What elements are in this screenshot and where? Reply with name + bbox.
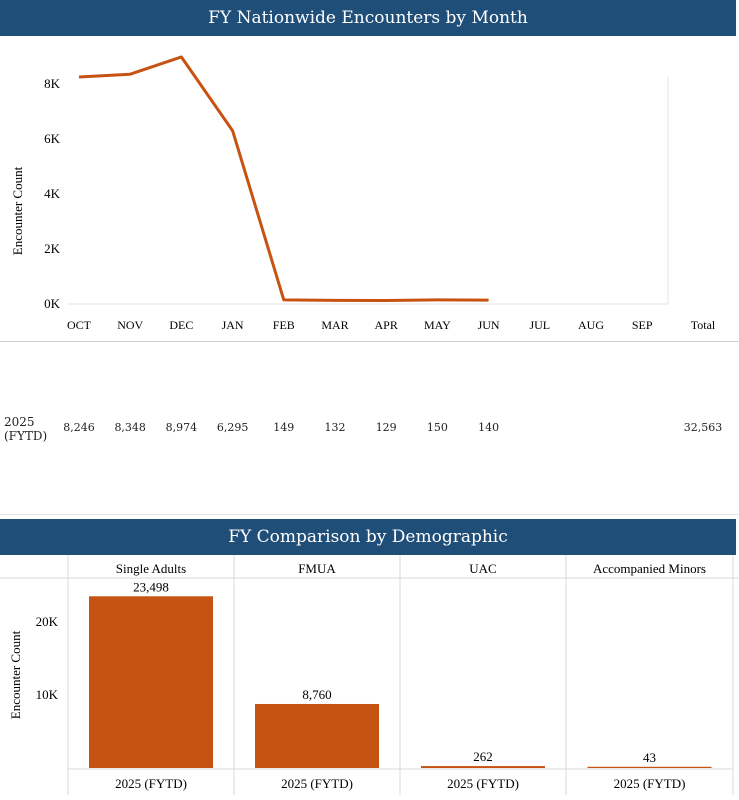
line-x-tick-label: DEC bbox=[169, 318, 193, 332]
table-cell: 8,348 bbox=[114, 421, 146, 434]
line-y-tick-label: 0K bbox=[44, 296, 61, 311]
line-x-tick-label: OCT bbox=[67, 318, 92, 332]
line-series-2025-fytd bbox=[78, 55, 489, 302]
section-divider bbox=[0, 514, 739, 515]
monthly-encounters-line-chart: Encounter Count 0K 2K 4K 6K 8K OCT NOV DEC JAN F… bbox=[10, 55, 716, 332]
line-x-tick-label: JUL bbox=[529, 318, 550, 332]
line-y-tick-label: 2K bbox=[44, 241, 61, 256]
row-label-fytd: (FYTD) bbox=[4, 429, 48, 443]
line-x-tick-label: MAR bbox=[321, 318, 348, 332]
line-chart-title: FY Nationwide Encounters by Month bbox=[208, 8, 528, 28]
bar-category-label: 2025 (FYTD) bbox=[447, 776, 519, 791]
bar bbox=[587, 766, 712, 768]
table-row-label: 2025 (FYTD) bbox=[4, 415, 47, 443]
total-column-header: Total bbox=[691, 318, 716, 332]
row-label-year: 2025 bbox=[4, 415, 35, 429]
line-x-tick-label: AUG bbox=[578, 318, 604, 332]
panel-header-label: Accompanied Minors bbox=[593, 561, 706, 576]
table-cell: 149 bbox=[273, 421, 295, 434]
demographic-bar-chart: Encounter Count 10K 20K Single Adults 23,4… bbox=[0, 555, 739, 795]
line-chart-y-axis-label: Encounter Count bbox=[10, 166, 25, 255]
bar-value-label: 43 bbox=[643, 750, 656, 765]
bar-chart-title: FY Comparison by Demographic bbox=[228, 527, 508, 547]
line-x-tick-label: JAN bbox=[222, 318, 244, 332]
bar-category-label: 2025 (FYTD) bbox=[115, 776, 187, 791]
line-x-tick-label: MAY bbox=[424, 318, 451, 332]
bar-y-tick-label: 10K bbox=[36, 687, 59, 702]
line-chart-title-banner: FY Nationwide Encounters by Month bbox=[0, 0, 736, 36]
panel-header-label: FMUA bbox=[298, 561, 336, 576]
bar-value-label: 262 bbox=[473, 749, 493, 764]
panel-header-label: UAC bbox=[469, 561, 496, 576]
bar-category-label: 2025 (FYTD) bbox=[281, 776, 353, 791]
line-y-tick-label: 6K bbox=[44, 131, 61, 146]
bar bbox=[89, 596, 213, 768]
line-x-tick-label: FEB bbox=[273, 318, 295, 332]
bar bbox=[421, 766, 545, 768]
table-cell: 140 bbox=[478, 421, 500, 434]
table-divider bbox=[0, 341, 739, 342]
line-x-tick-label: APR bbox=[375, 318, 398, 332]
line-y-tick-label: 4K bbox=[44, 186, 61, 201]
table-cell: 150 bbox=[426, 421, 448, 434]
table-cell: 132 bbox=[324, 421, 346, 434]
table-cell: 8,246 bbox=[63, 421, 95, 434]
bar-value-label: 23,498 bbox=[133, 579, 169, 594]
bar-y-tick-label: 20K bbox=[36, 614, 59, 629]
table-cell-total: 32,563 bbox=[683, 421, 723, 434]
table-cell: 8,974 bbox=[165, 421, 198, 434]
bar-chart-y-axis-label: Encounter Count bbox=[8, 630, 23, 719]
table-cell: 6,295 bbox=[216, 421, 249, 434]
line-x-tick-label: NOV bbox=[117, 318, 143, 332]
bar-chart-title-banner: FY Comparison by Demographic bbox=[0, 519, 736, 555]
table-cell: 129 bbox=[375, 421, 397, 434]
line-x-tick-label: JUN bbox=[478, 318, 500, 332]
bar-category-label: 2025 (FYTD) bbox=[614, 776, 686, 791]
bar-value-label: 8,760 bbox=[302, 687, 331, 702]
bar bbox=[255, 703, 379, 768]
line-x-tick-label: SEP bbox=[632, 318, 653, 332]
panel-header-label: Single Adults bbox=[116, 561, 186, 576]
line-y-tick-label: 8K bbox=[44, 76, 61, 91]
